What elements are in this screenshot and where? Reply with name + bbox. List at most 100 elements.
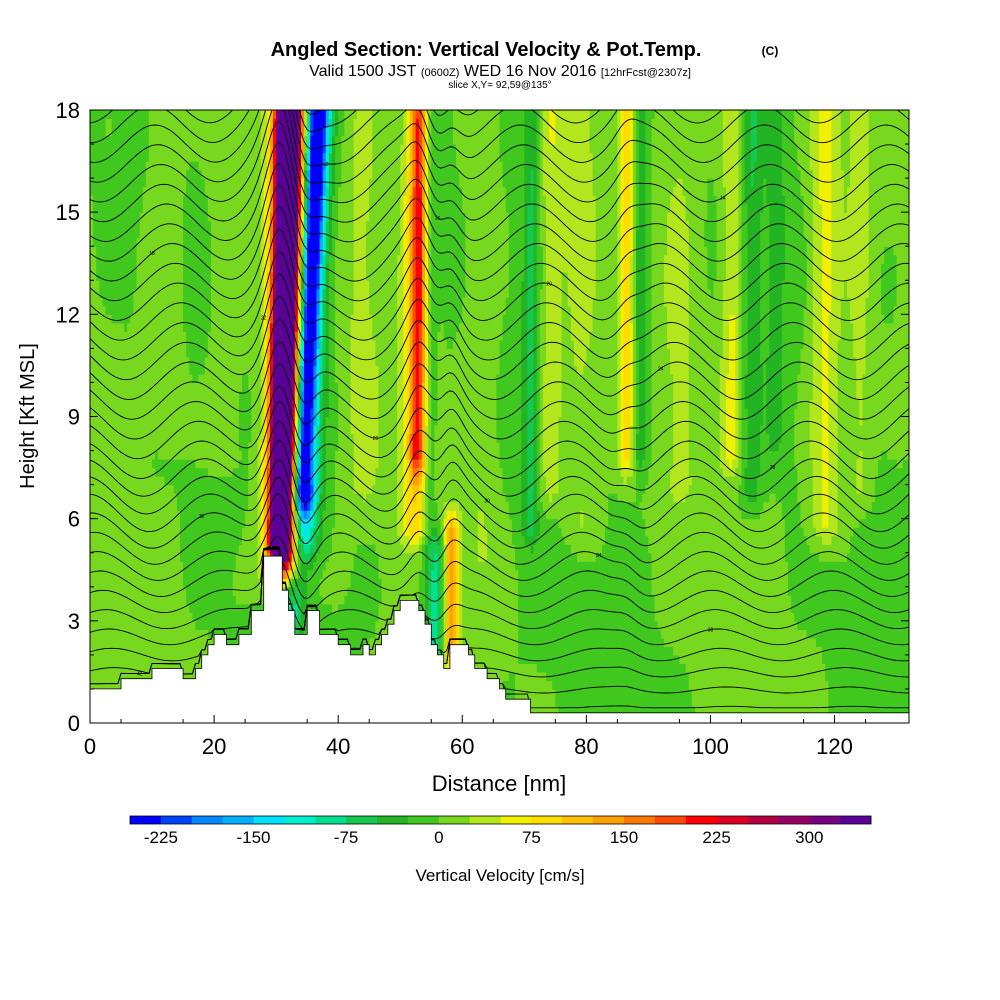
velocity-cell	[766, 356, 770, 435]
velocity-cell	[170, 484, 175, 723]
colorbar-label: Vertical Velocity [cm/s]	[415, 866, 584, 885]
velocity-cell	[859, 493, 864, 520]
velocity-cell	[784, 561, 789, 723]
velocity-cell	[406, 535, 411, 554]
velocity-cell	[747, 501, 752, 520]
colorbar-tick-label: 0	[434, 828, 443, 847]
velocity-cell	[781, 110, 786, 196]
velocity-cell	[291, 510, 296, 554]
velocity-cell	[192, 110, 197, 162]
velocity-cell	[530, 535, 535, 554]
velocity-cell	[409, 433, 414, 460]
velocity-cell	[539, 501, 544, 673]
velocity-cell	[307, 544, 311, 554]
velocity-cell	[456, 110, 460, 171]
velocity-cell	[313, 510, 318, 528]
velocity-cell	[425, 425, 429, 477]
velocity-cell	[546, 680, 550, 723]
velocity-cell	[304, 110, 308, 137]
velocity-cell	[496, 373, 501, 443]
velocity-cell	[862, 518, 867, 723]
velocity-cell	[577, 373, 581, 562]
velocity-cell	[434, 535, 439, 554]
velocity-cell	[552, 110, 556, 145]
isentrope-label: 38	[708, 628, 714, 634]
velocity-cell	[319, 390, 324, 494]
velocity-cell	[276, 127, 280, 562]
velocity-cell	[812, 637, 817, 723]
velocity-field	[90, 110, 909, 723]
velocity-cell	[300, 527, 305, 537]
velocity-cell	[291, 578, 296, 588]
velocity-cell	[297, 212, 302, 230]
velocity-cell	[834, 561, 839, 723]
velocity-cell	[403, 535, 408, 554]
velocity-cell	[620, 110, 625, 469]
velocity-cell	[412, 186, 417, 435]
velocity-cell	[304, 510, 308, 520]
velocity-cell	[331, 195, 336, 528]
velocity-cell	[105, 118, 110, 137]
velocity-cell	[502, 314, 507, 494]
velocity-cell	[676, 178, 681, 503]
velocity-cell	[719, 356, 724, 469]
velocity-cell	[288, 569, 293, 579]
velocity-cell	[409, 110, 414, 196]
velocity-cell	[316, 501, 321, 537]
velocity-cell	[375, 552, 380, 622]
velocity-cell	[418, 544, 423, 571]
velocity-cell	[192, 459, 197, 622]
velocity-cell	[819, 203, 823, 537]
velocity-cell	[539, 110, 544, 247]
velocity-cell	[294, 331, 299, 349]
velocity-cell	[409, 544, 414, 554]
velocity-cell	[890, 246, 895, 324]
velocity-cell	[493, 110, 497, 723]
velocity-cell	[183, 586, 187, 723]
velocity-cell	[763, 501, 767, 723]
velocity-cell	[843, 280, 848, 562]
y-tick-label: 3	[68, 609, 80, 634]
velocity-cell	[856, 527, 860, 723]
velocity-cell	[297, 118, 302, 145]
velocity-cell	[363, 501, 367, 545]
velocity-cell	[601, 110, 606, 545]
velocity-cell	[868, 110, 873, 511]
velocity-cell	[536, 510, 541, 537]
velocity-cell	[446, 527, 451, 656]
velocity-cell	[319, 263, 324, 298]
velocity-cell	[406, 169, 411, 435]
velocity-cell	[248, 390, 252, 443]
velocity-cell	[381, 110, 386, 723]
velocity-cell	[834, 535, 839, 562]
velocity-cell	[108, 135, 113, 315]
velocity-cell	[186, 110, 190, 171]
velocity-cell	[884, 246, 888, 324]
velocity-cell	[645, 110, 650, 486]
velocity-cell	[735, 110, 739, 469]
velocity-cell	[155, 110, 159, 452]
velocity-cell	[300, 535, 305, 545]
velocity-cell	[307, 510, 311, 520]
velocity-cell	[511, 544, 516, 673]
velocity-cell	[269, 484, 274, 528]
velocity-cell	[353, 552, 358, 723]
velocity-cell	[117, 110, 122, 324]
velocity-cell	[449, 501, 454, 511]
velocity-cell	[325, 127, 330, 154]
velocity-cell	[201, 178, 206, 375]
velocity-cell	[443, 544, 448, 673]
velocity-cell	[707, 178, 712, 290]
velocity-cell	[713, 195, 718, 281]
velocity-cell	[483, 110, 488, 528]
velocity-cell	[347, 110, 352, 588]
velocity-cell	[663, 110, 668, 256]
velocity-cell	[297, 288, 302, 307]
isentrope-label: 14	[720, 195, 726, 201]
x-tick-label: 40	[326, 734, 350, 759]
velocity-cell	[307, 152, 311, 171]
velocity-cell	[238, 110, 243, 392]
velocity-cell	[307, 561, 311, 571]
velocity-cell	[304, 169, 308, 196]
velocity-cell	[719, 467, 724, 723]
